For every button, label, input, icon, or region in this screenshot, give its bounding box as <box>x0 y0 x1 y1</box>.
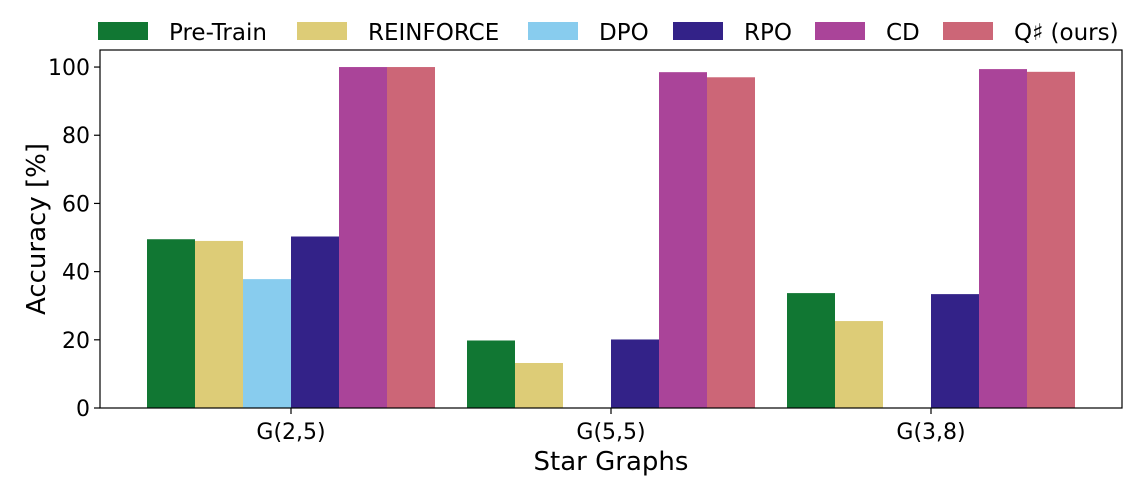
bar <box>787 293 835 408</box>
legend-swatch <box>98 22 148 40</box>
bar <box>1027 71 1075 408</box>
y-tick-label: 20 <box>62 329 90 354</box>
bars <box>147 67 1075 409</box>
bar <box>147 239 195 408</box>
bar <box>243 279 291 408</box>
x-tick-label: G(2,5) <box>256 420 325 445</box>
legend-label: RPO <box>744 20 792 46</box>
y-axis: 0 20 40 60 80 100 <box>48 56 100 422</box>
bar <box>467 340 515 408</box>
legend: Pre-Train REINFORCE DPO RPO CD Q♯ (ours) <box>98 20 1119 46</box>
bar <box>515 362 563 408</box>
x-tick-label: G(5,5) <box>576 420 645 445</box>
y-tick-label: 0 <box>76 397 90 422</box>
y-axis-title: Accuracy [%] <box>22 143 52 315</box>
legend-swatch <box>943 22 993 40</box>
bar <box>291 236 339 408</box>
bar <box>339 67 387 409</box>
bar <box>931 294 979 408</box>
y-tick-label: 40 <box>62 261 90 286</box>
bar <box>707 77 755 409</box>
legend-label: Pre-Train <box>169 20 267 46</box>
legend-label: REINFORCE <box>368 20 499 46</box>
legend-swatch <box>673 22 723 40</box>
legend-label: DPO <box>599 20 649 46</box>
y-tick-label: 100 <box>48 56 90 81</box>
bar <box>195 240 243 408</box>
x-axis: G(2,5) G(5,5) G(3,8) <box>256 408 966 445</box>
bar <box>387 67 435 409</box>
bar <box>611 339 659 408</box>
legend-swatch <box>815 22 865 40</box>
x-axis-title: Star Graphs <box>534 447 689 477</box>
bar <box>835 321 883 408</box>
legend-label: CD <box>886 20 920 46</box>
y-tick-label: 60 <box>62 192 90 217</box>
y-tick-label: 80 <box>62 124 90 149</box>
legend-label: Q♯ (ours) <box>1014 20 1119 46</box>
bar <box>979 69 1027 409</box>
bar <box>659 72 707 409</box>
x-tick-label: G(3,8) <box>896 420 965 445</box>
legend-swatch <box>528 22 578 40</box>
legend-swatch <box>297 22 347 40</box>
